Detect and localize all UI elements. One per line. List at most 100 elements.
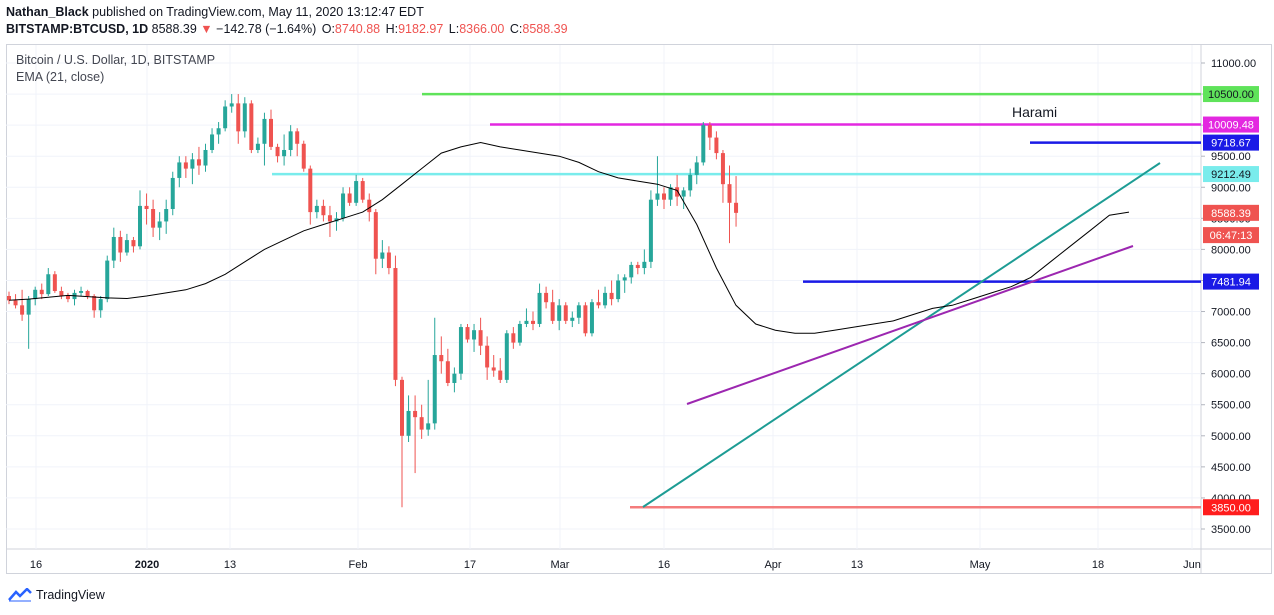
candle-body <box>445 361 450 383</box>
candle-body <box>583 305 588 334</box>
candle-body <box>321 205 326 216</box>
candle-body <box>39 289 44 295</box>
candle-body <box>295 131 300 144</box>
time-axis[interactable]: 16 2020 13 Feb 17 Mar 16 Apr 13 May 18 Jun <box>30 559 1201 571</box>
candle-body <box>393 268 398 380</box>
candle-body <box>439 355 444 362</box>
candle-body <box>576 305 581 318</box>
candle-body <box>59 291 64 296</box>
x-tick-label: Apr <box>764 559 781 571</box>
harami-annotation[interactable]: Harami <box>1012 104 1057 120</box>
purple-trendline[interactable] <box>686 245 1134 405</box>
candle-body <box>124 240 129 253</box>
candle-body <box>262 118 267 144</box>
candle-body <box>65 296 70 300</box>
candle-body <box>458 327 463 374</box>
close-value: 8588.39 <box>522 22 568 36</box>
candle-body <box>504 333 509 380</box>
brand-name: TradingView <box>36 588 105 602</box>
candle-body <box>282 149 287 157</box>
candle-body <box>157 221 162 228</box>
candle-body <box>550 302 555 321</box>
candle-body <box>354 181 359 203</box>
candle-body <box>406 410 411 436</box>
candle-body <box>419 417 424 430</box>
candle-body <box>255 143 260 150</box>
y-tick-label: 4500.00 <box>1211 462 1251 474</box>
horizontal-levels[interactable] <box>272 92 1201 509</box>
level-label-bg <box>1203 499 1259 516</box>
candle-body <box>701 125 706 163</box>
open-value: 8740.88 <box>334 22 381 36</box>
x-tick-label: Feb <box>349 559 368 571</box>
candle-body <box>360 181 365 200</box>
high-value: 9182.97 <box>398 22 444 36</box>
candle-body <box>734 202 739 213</box>
candle-body <box>400 379 404 436</box>
candle-body <box>170 177 175 210</box>
symbol-label: BITSTAMP:BTCUSD, 1D <box>6 22 149 36</box>
candle-body <box>223 106 228 129</box>
x-tick-label: Jun <box>1183 559 1201 571</box>
candle-body <box>498 370 503 380</box>
candle-body <box>367 199 372 213</box>
candle-body <box>707 125 712 138</box>
y-tick-label: 9500.00 <box>1211 151 1251 163</box>
candle-body <box>183 162 188 169</box>
chart-frame[interactable] <box>6 44 1272 574</box>
candle-body <box>596 302 601 306</box>
candle-body <box>524 320 529 324</box>
y-tick-label: 5000.00 <box>1211 431 1251 443</box>
candle-body <box>603 292 608 306</box>
candle-body <box>675 187 680 197</box>
y-tick-label: 7000.00 <box>1211 307 1251 319</box>
candle-body <box>386 252 391 269</box>
y-tick-label: 5500.00 <box>1211 400 1251 412</box>
x-tick-label: May <box>970 559 991 571</box>
candle-body <box>622 277 627 281</box>
candle-body <box>288 131 293 150</box>
level-label: 10009.48 <box>1208 120 1254 132</box>
candle-body <box>714 137 719 154</box>
low-label: L: <box>448 22 460 36</box>
ema-line <box>8 141 1130 334</box>
candle-body <box>85 291 90 296</box>
teal-trendline[interactable] <box>642 162 1161 508</box>
candle-body <box>105 260 110 300</box>
candle-body <box>642 261 647 269</box>
candle-body <box>144 205 149 210</box>
price-change: −142.78 (−1.64%) <box>216 22 317 36</box>
candle-body <box>616 280 621 300</box>
candle-body <box>20 305 25 315</box>
author-name[interactable]: Nathan_Black <box>6 5 89 19</box>
candle-body <box>432 355 437 424</box>
level-label: 9718.67 <box>1211 138 1251 150</box>
y-tick-label: 8000.00 <box>1211 244 1251 256</box>
chart-header: Nathan_Black published on TradingView.co… <box>6 4 568 38</box>
candle-body <box>98 299 103 311</box>
candle-body <box>472 330 477 340</box>
level-label: 7481.94 <box>1211 277 1251 289</box>
candle-body <box>131 240 136 247</box>
candle-body <box>301 143 306 169</box>
grid <box>6 45 1272 573</box>
low-value: 8366.00 <box>459 22 505 36</box>
candle-body <box>589 302 594 334</box>
y-tick-label: 3500.00 <box>1211 524 1251 536</box>
candle-body <box>485 345 490 368</box>
candle-body <box>465 327 470 340</box>
high-label: H: <box>385 22 399 36</box>
candle-body <box>478 330 483 346</box>
trendlines[interactable] <box>642 162 1161 508</box>
indicator-label[interactable]: EMA (21, close) <box>16 70 105 84</box>
candle-body <box>668 187 673 200</box>
x-tick-label: 13 <box>851 559 863 571</box>
candle-body <box>13 300 18 306</box>
candle-body <box>517 323 522 343</box>
x-tick-label: 13 <box>224 559 236 571</box>
tradingview-brand[interactable]: TradingView <box>8 588 105 602</box>
candle-body <box>111 236 116 261</box>
price-tag-bg <box>1203 204 1259 221</box>
candle-body <box>190 159 195 169</box>
